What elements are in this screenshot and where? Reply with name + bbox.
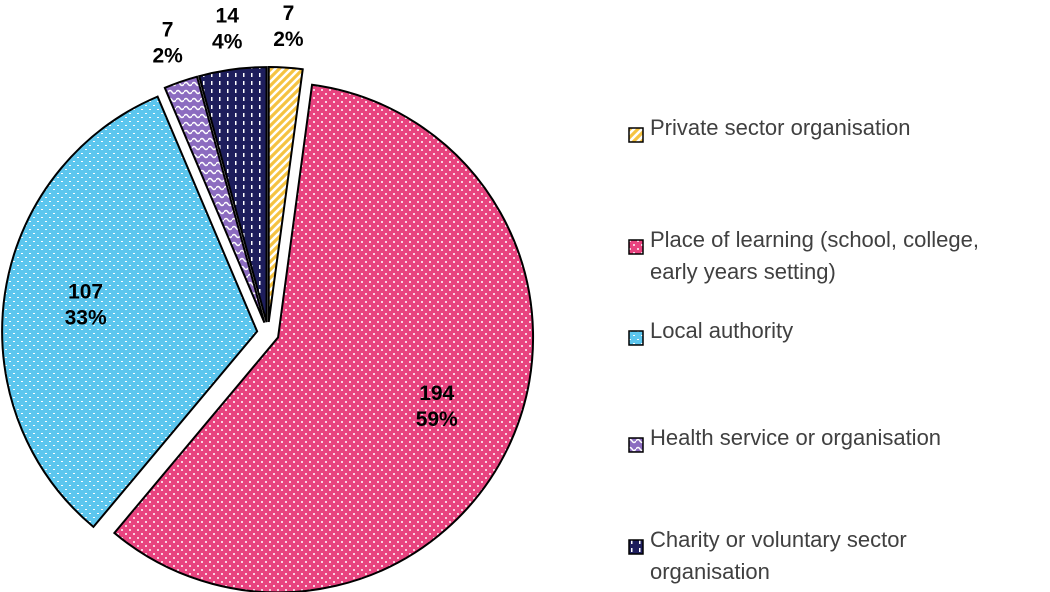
pie-slice xyxy=(267,66,304,323)
percent-label: 33% xyxy=(65,306,107,329)
legend-label: Local authority xyxy=(650,318,794,343)
pie-slice xyxy=(112,83,534,592)
percent-label: 2% xyxy=(152,44,183,67)
legend-item: Private sector organisation xyxy=(628,112,1008,144)
legend-item: Place of learning (school, college, earl… xyxy=(628,224,1008,288)
percent-label: 4% xyxy=(212,30,243,53)
legend-swatch xyxy=(628,323,644,346)
pie-slice xyxy=(163,75,266,323)
legend-swatch xyxy=(628,232,644,255)
legend-item: Health service or organisation xyxy=(628,422,1008,454)
legend-label: Private sector organisation xyxy=(650,115,911,140)
value-label: 7 xyxy=(283,2,295,25)
legend-swatch xyxy=(628,120,644,143)
percent-label: 59% xyxy=(416,408,458,431)
legend-swatch xyxy=(628,532,644,555)
legend-label: Place of learning (school, college, earl… xyxy=(650,227,979,284)
legend-swatch xyxy=(628,430,644,453)
pie-area: 7 2% 194 59% 107 33% 7 2% 14 4% xyxy=(1,2,534,592)
value-label: 107 xyxy=(68,280,103,303)
value-label: 7 xyxy=(162,18,174,41)
legend-item: Local authority xyxy=(628,315,1008,347)
percent-label: 2% xyxy=(273,28,304,51)
pie-slice xyxy=(1,95,259,529)
legend-label: Charity or voluntary sector organisation xyxy=(650,527,907,584)
pie-slice xyxy=(197,66,268,323)
value-label: 194 xyxy=(419,382,454,405)
legend-item: Charity or voluntary sector organisation xyxy=(628,524,1008,588)
legend-label: Health service or organisation xyxy=(650,425,942,450)
value-label: 14 xyxy=(216,4,240,27)
